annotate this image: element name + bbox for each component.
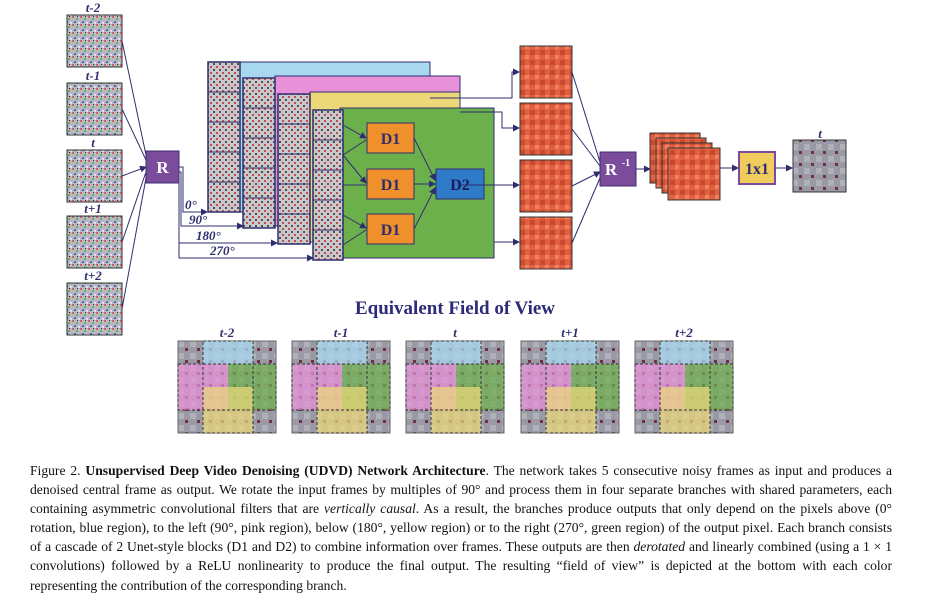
caption-text: . The network takes 5 consecutive noisy … xyxy=(30,463,892,517)
output-frame-image xyxy=(792,139,847,193)
d1-label: D1 xyxy=(381,222,401,239)
d1-block xyxy=(366,168,415,200)
architecture-figure: t-2 t-1 t t+1 t+2 R 0° 90° 180° 270° xyxy=(66,0,847,434)
caption-text: and linearly combined (using a 1 × 1 con… xyxy=(30,539,893,593)
stack-to-d1-arrows xyxy=(342,124,367,246)
branch-output-image xyxy=(519,159,573,213)
input-frame-label: t-2 xyxy=(86,0,101,15)
derotated-stack xyxy=(649,132,721,201)
rotation-label: 0° xyxy=(185,197,198,212)
branch-output-image xyxy=(519,102,573,156)
d1-blocks: D1 D1 D1 xyxy=(366,122,415,245)
input-frame-label: t xyxy=(91,135,95,150)
derotate-box xyxy=(599,151,637,187)
d1-to-d2-arrows xyxy=(413,137,436,230)
input-frame-label: t-1 xyxy=(86,68,100,83)
fov-frame xyxy=(520,340,620,434)
output-frame-label: t xyxy=(818,126,822,141)
input-frame-image xyxy=(66,14,123,68)
d1-label: D1 xyxy=(381,131,401,148)
d1-label: D1 xyxy=(381,177,401,194)
branch-output-image xyxy=(519,45,573,99)
rotation-branch-arrows xyxy=(178,166,314,262)
branch-output-image xyxy=(519,216,573,270)
figure-caption: Figure 2. Unsupervised Deep Video Denois… xyxy=(30,461,892,595)
fov-frame-label: t-1 xyxy=(334,325,348,340)
fov-title: Equivalent Field of View xyxy=(355,298,555,319)
branch-frame-stack-3 xyxy=(312,109,344,261)
input-frame-label: t+2 xyxy=(84,268,102,283)
rotation-label: 180° xyxy=(196,228,222,243)
input-frame-label: t+1 xyxy=(84,201,102,216)
rotation-label: 90° xyxy=(189,212,208,227)
input-frame-image xyxy=(66,282,123,336)
branch-output-arrows xyxy=(430,68,520,246)
input-frames: t-2 t-1 t t+1 t+2 xyxy=(66,0,123,336)
fov-frame-label: t+2 xyxy=(675,325,693,340)
caption-text: . As a result, the branches produce outp… xyxy=(30,501,892,555)
d1-block xyxy=(366,122,415,154)
outputs-to-derotate-arrows xyxy=(571,71,601,244)
stack-dividers xyxy=(208,91,343,231)
derotate-label: R xyxy=(605,160,618,179)
caption-italic: derotated xyxy=(633,539,686,555)
fov-frame-label: t xyxy=(453,325,457,340)
conv-1x1-box xyxy=(738,151,776,185)
fov-frames xyxy=(177,340,734,434)
fov-frame-label: t+1 xyxy=(561,325,579,340)
caption-figure-number: Figure 2. xyxy=(30,463,81,478)
fov-frame-label: t-2 xyxy=(220,325,235,340)
caption-italic: vertically causal xyxy=(324,501,416,517)
rotate-label: R xyxy=(156,158,169,177)
input-frame-image xyxy=(66,82,123,136)
d1-block xyxy=(366,213,415,245)
conv-1x1-label: 1x1 xyxy=(745,161,769,178)
branch-frame-stack-1 xyxy=(242,77,276,229)
fov-frame xyxy=(634,340,734,434)
branch-output-images xyxy=(519,45,573,270)
branch-frame-stack-0 xyxy=(207,61,241,213)
input-to-rotate-arrows xyxy=(121,40,147,310)
input-frame-image xyxy=(66,215,123,269)
derotate-superscript: -1 xyxy=(622,158,630,169)
rotation-label: 270° xyxy=(209,243,236,258)
fov-frame xyxy=(177,340,277,434)
fov-frame xyxy=(291,340,391,434)
fov-frame xyxy=(405,340,505,434)
rotate-box xyxy=(145,150,180,184)
d2-block xyxy=(435,168,485,200)
branch-frame-stack-2 xyxy=(277,93,311,245)
caption-title: Unsupervised Deep Video Denoising (UDVD)… xyxy=(85,463,486,478)
input-frame-image xyxy=(66,149,123,203)
